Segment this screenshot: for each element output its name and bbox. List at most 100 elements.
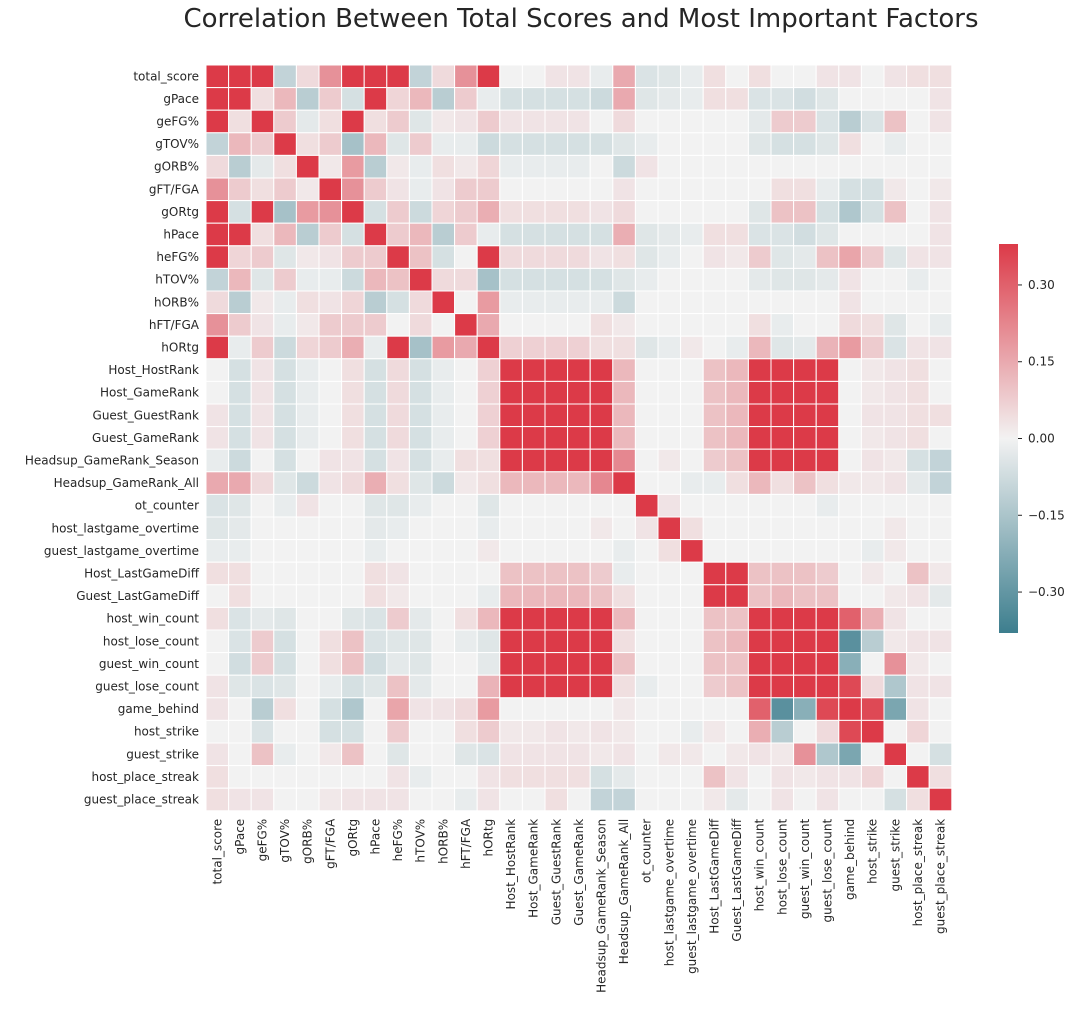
heatmap-cell	[589, 200, 614, 224]
heatmap-cell	[634, 584, 659, 608]
y-tick-label: Host_HostRank	[108, 363, 199, 377]
heatmap-cell	[906, 674, 930, 699]
heatmap-cell	[318, 606, 343, 631]
heatmap-cell	[612, 787, 636, 812]
x-tick-label: heFG%	[391, 819, 405, 862]
heatmap-cell	[250, 426, 275, 450]
heatmap-cell	[567, 516, 591, 541]
heatmap-cell	[250, 87, 275, 111]
y-tick-label: guest_win_count	[99, 657, 199, 671]
heatmap-cell	[363, 64, 388, 89]
heatmap-cell	[838, 87, 862, 111]
heatmap-cell	[454, 267, 478, 292]
heatmap-cell	[431, 652, 456, 676]
heatmap-cell	[702, 742, 727, 767]
heatmap-cell	[567, 652, 591, 676]
heatmap-cell	[228, 471, 252, 495]
heatmap-cell	[725, 742, 749, 767]
heatmap-cell	[341, 561, 365, 586]
colorbar-tick-label: 0.15	[1028, 355, 1055, 369]
heatmap-cell	[657, 267, 682, 292]
heatmap-cell	[521, 606, 546, 631]
heatmap-cell	[499, 787, 523, 812]
heatmap-cell	[702, 132, 727, 156]
heatmap-cell	[657, 109, 682, 134]
heatmap-cell	[589, 313, 614, 337]
y-tick-label: host_place_streak	[91, 770, 199, 784]
heatmap-cell	[476, 561, 501, 586]
heatmap-cell	[521, 674, 546, 699]
heatmap-cell	[634, 697, 659, 721]
heatmap-cell	[883, 493, 908, 518]
heatmap-cell	[906, 380, 930, 405]
heatmap-cell	[634, 335, 659, 360]
heatmap-cell	[589, 358, 614, 382]
heatmap-cell	[386, 787, 410, 812]
heatmap-cell	[544, 426, 569, 450]
heatmap-cell	[928, 380, 953, 405]
heatmap-cell	[928, 87, 953, 111]
heatmap-cell	[906, 200, 930, 224]
heatmap-cell	[747, 629, 772, 654]
heatmap-cell	[883, 719, 908, 744]
heatmap-cell	[793, 358, 817, 382]
heatmap-cell	[454, 335, 478, 360]
heatmap-cell	[770, 358, 795, 382]
heatmap-cell	[341, 606, 365, 631]
heatmap-cell	[476, 380, 501, 405]
heatmap-cell	[341, 742, 365, 767]
heatmap-cell	[295, 403, 320, 428]
heatmap-cell	[657, 290, 682, 315]
heatmap-cell	[363, 200, 388, 224]
heatmap-cell	[431, 426, 456, 450]
heatmap-cell	[544, 154, 569, 179]
heatmap-cell	[725, 719, 749, 744]
heatmap-cell	[544, 403, 569, 428]
heatmap-cell	[702, 765, 727, 789]
heatmap-cell	[883, 132, 908, 156]
heatmap-cell	[499, 719, 523, 744]
heatmap-cell	[770, 448, 795, 473]
heatmap-cell	[634, 719, 659, 744]
heatmap-cell	[612, 719, 636, 744]
heatmap-cell	[657, 674, 682, 699]
heatmap-cell	[860, 380, 885, 405]
heatmap-cell	[499, 200, 523, 224]
heatmap-cell	[815, 471, 840, 495]
heatmap-cell	[860, 674, 885, 699]
heatmap-cell	[454, 787, 478, 812]
heatmap-cell	[250, 64, 275, 89]
heatmap-cell	[906, 290, 930, 315]
heatmap-cell	[544, 539, 569, 563]
heatmap-cell	[725, 132, 749, 156]
heatmap-cell	[793, 561, 817, 586]
heatmap-cell	[454, 697, 478, 721]
heatmap-cell	[793, 109, 817, 134]
heatmap-cell	[589, 516, 614, 541]
heatmap-cell	[567, 290, 591, 315]
heatmap-cell	[793, 606, 817, 631]
heatmap-cell	[928, 561, 953, 586]
heatmap-cell	[521, 403, 546, 428]
heatmap-cell	[363, 448, 388, 473]
y-tick-label: game_behind	[118, 702, 199, 716]
heatmap-cell	[725, 516, 749, 541]
heatmap-cell	[589, 697, 614, 721]
heatmap-cell	[318, 629, 343, 654]
heatmap-cell	[838, 765, 862, 789]
heatmap-cell	[815, 742, 840, 767]
x-tick-label: Headsup_GameRank_All	[617, 819, 631, 964]
x-tick-label: host_win_count	[753, 819, 767, 912]
x-tick-label: hPace	[369, 819, 383, 855]
heatmap-cell	[747, 132, 772, 156]
y-tick-label: host_lose_count	[103, 634, 199, 648]
heatmap-cell	[770, 403, 795, 428]
heatmap-cell	[408, 539, 433, 563]
heatmap-cell	[228, 719, 252, 744]
heatmap-cell	[567, 697, 591, 721]
heatmap-cell	[454, 245, 478, 269]
heatmap-cell	[454, 222, 478, 247]
heatmap-cell	[657, 561, 682, 586]
heatmap-cell	[928, 290, 953, 315]
x-tick-label: gPace	[233, 819, 247, 855]
